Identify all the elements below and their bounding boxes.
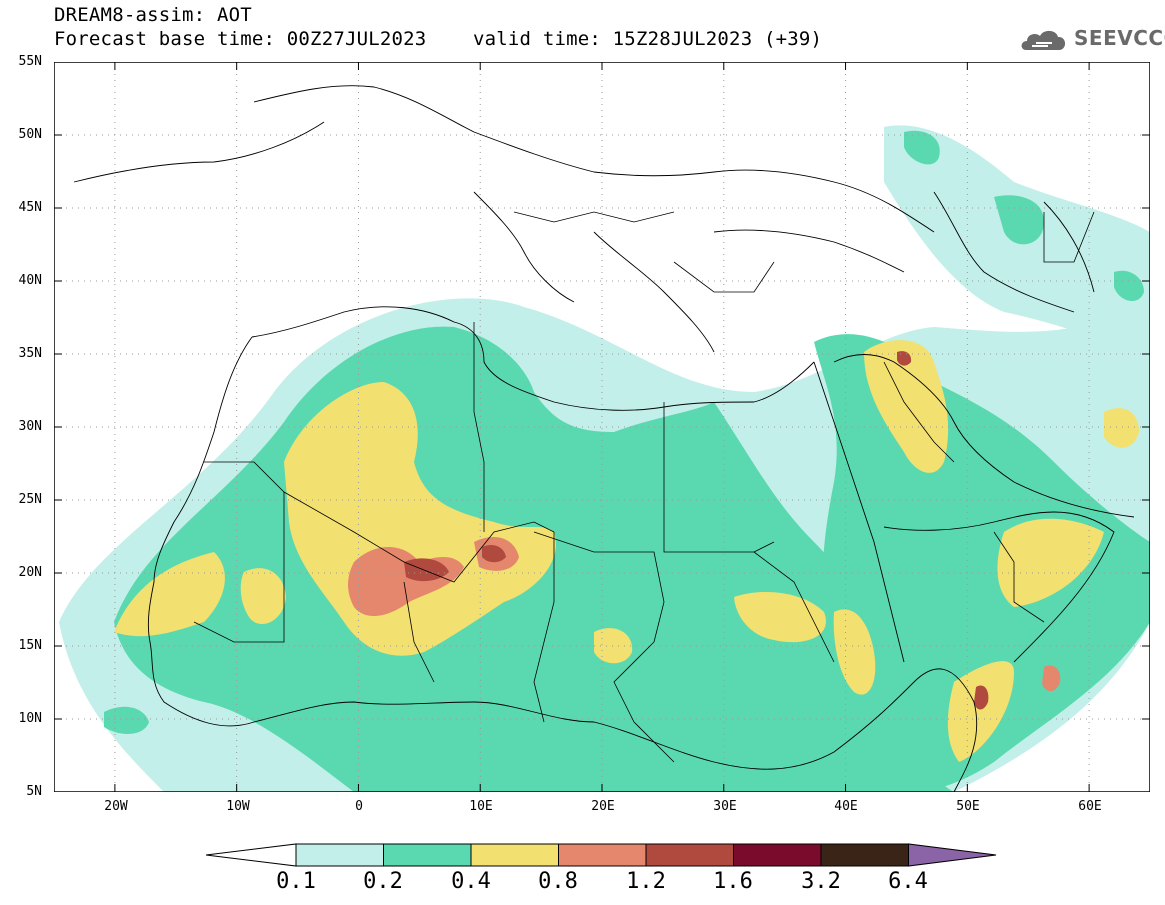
colorbar-over-arrow	[908, 843, 997, 867]
colorbar-label: 1.6	[713, 869, 753, 894]
colorbar-label: 0.1	[276, 869, 316, 894]
y-tick-label: 10N	[18, 711, 42, 726]
colorbar-under-arrow	[206, 843, 297, 867]
axis-ticks	[54, 62, 1150, 792]
colorbar-label: 1.2	[626, 869, 666, 894]
x-tick-label: 50E	[956, 799, 980, 814]
y-tick-label: 20N	[18, 565, 42, 580]
country-borders	[193, 211, 1095, 763]
forecast-time-line: Forecast base time: 00Z27JUL2023 valid t…	[54, 28, 823, 50]
x-tick-label: 60E	[1078, 799, 1102, 814]
x-tick-label: 10W	[226, 799, 250, 814]
colorbar-label: 6.4	[888, 869, 928, 894]
y-tick-label: 5N	[26, 784, 42, 799]
colorbar-cell	[295, 843, 384, 867]
colorbar-label: 0.8	[538, 869, 578, 894]
y-tick-label: 25N	[18, 492, 42, 507]
colorbar-cell	[820, 843, 909, 867]
logo-text: SEEVCCC	[1074, 26, 1165, 50]
y-tick-label: 35N	[18, 346, 42, 361]
y-tick-label: 40N	[18, 273, 42, 288]
x-tick-label: 30E	[713, 799, 737, 814]
x-tick-label: 20E	[591, 799, 615, 814]
aot-map	[54, 62, 1150, 792]
aot-band-0-4	[114, 340, 1139, 762]
colorbar-cell	[558, 843, 647, 867]
seevccc-logo: SEEVCCC	[1018, 24, 1165, 56]
y-tick-label: 55N	[18, 54, 42, 69]
coastlines	[73, 85, 1135, 792]
colorbar-cell	[383, 843, 472, 867]
colorbar-label: 0.2	[363, 869, 403, 894]
x-tick-label: 10E	[469, 799, 493, 814]
map-title: DREAM8-assim: AOT	[54, 4, 252, 26]
colorbar-cell	[645, 843, 734, 867]
y-tick-label: 50N	[18, 127, 42, 142]
y-tick-label: 45N	[18, 200, 42, 215]
colorbar-cell	[470, 843, 559, 867]
x-tick-label: 40E	[834, 799, 858, 814]
x-tick-label: 0	[355, 799, 363, 814]
colorbar-label: 3.2	[801, 869, 841, 894]
cloud-icon	[1021, 30, 1066, 50]
colorbar-label: 0.4	[451, 869, 491, 894]
y-tick-label: 15N	[18, 638, 42, 653]
colorbar-cell	[733, 843, 822, 867]
x-tick-label: 20W	[104, 799, 128, 814]
colorbar	[206, 843, 997, 867]
y-tick-label: 30N	[18, 419, 42, 434]
